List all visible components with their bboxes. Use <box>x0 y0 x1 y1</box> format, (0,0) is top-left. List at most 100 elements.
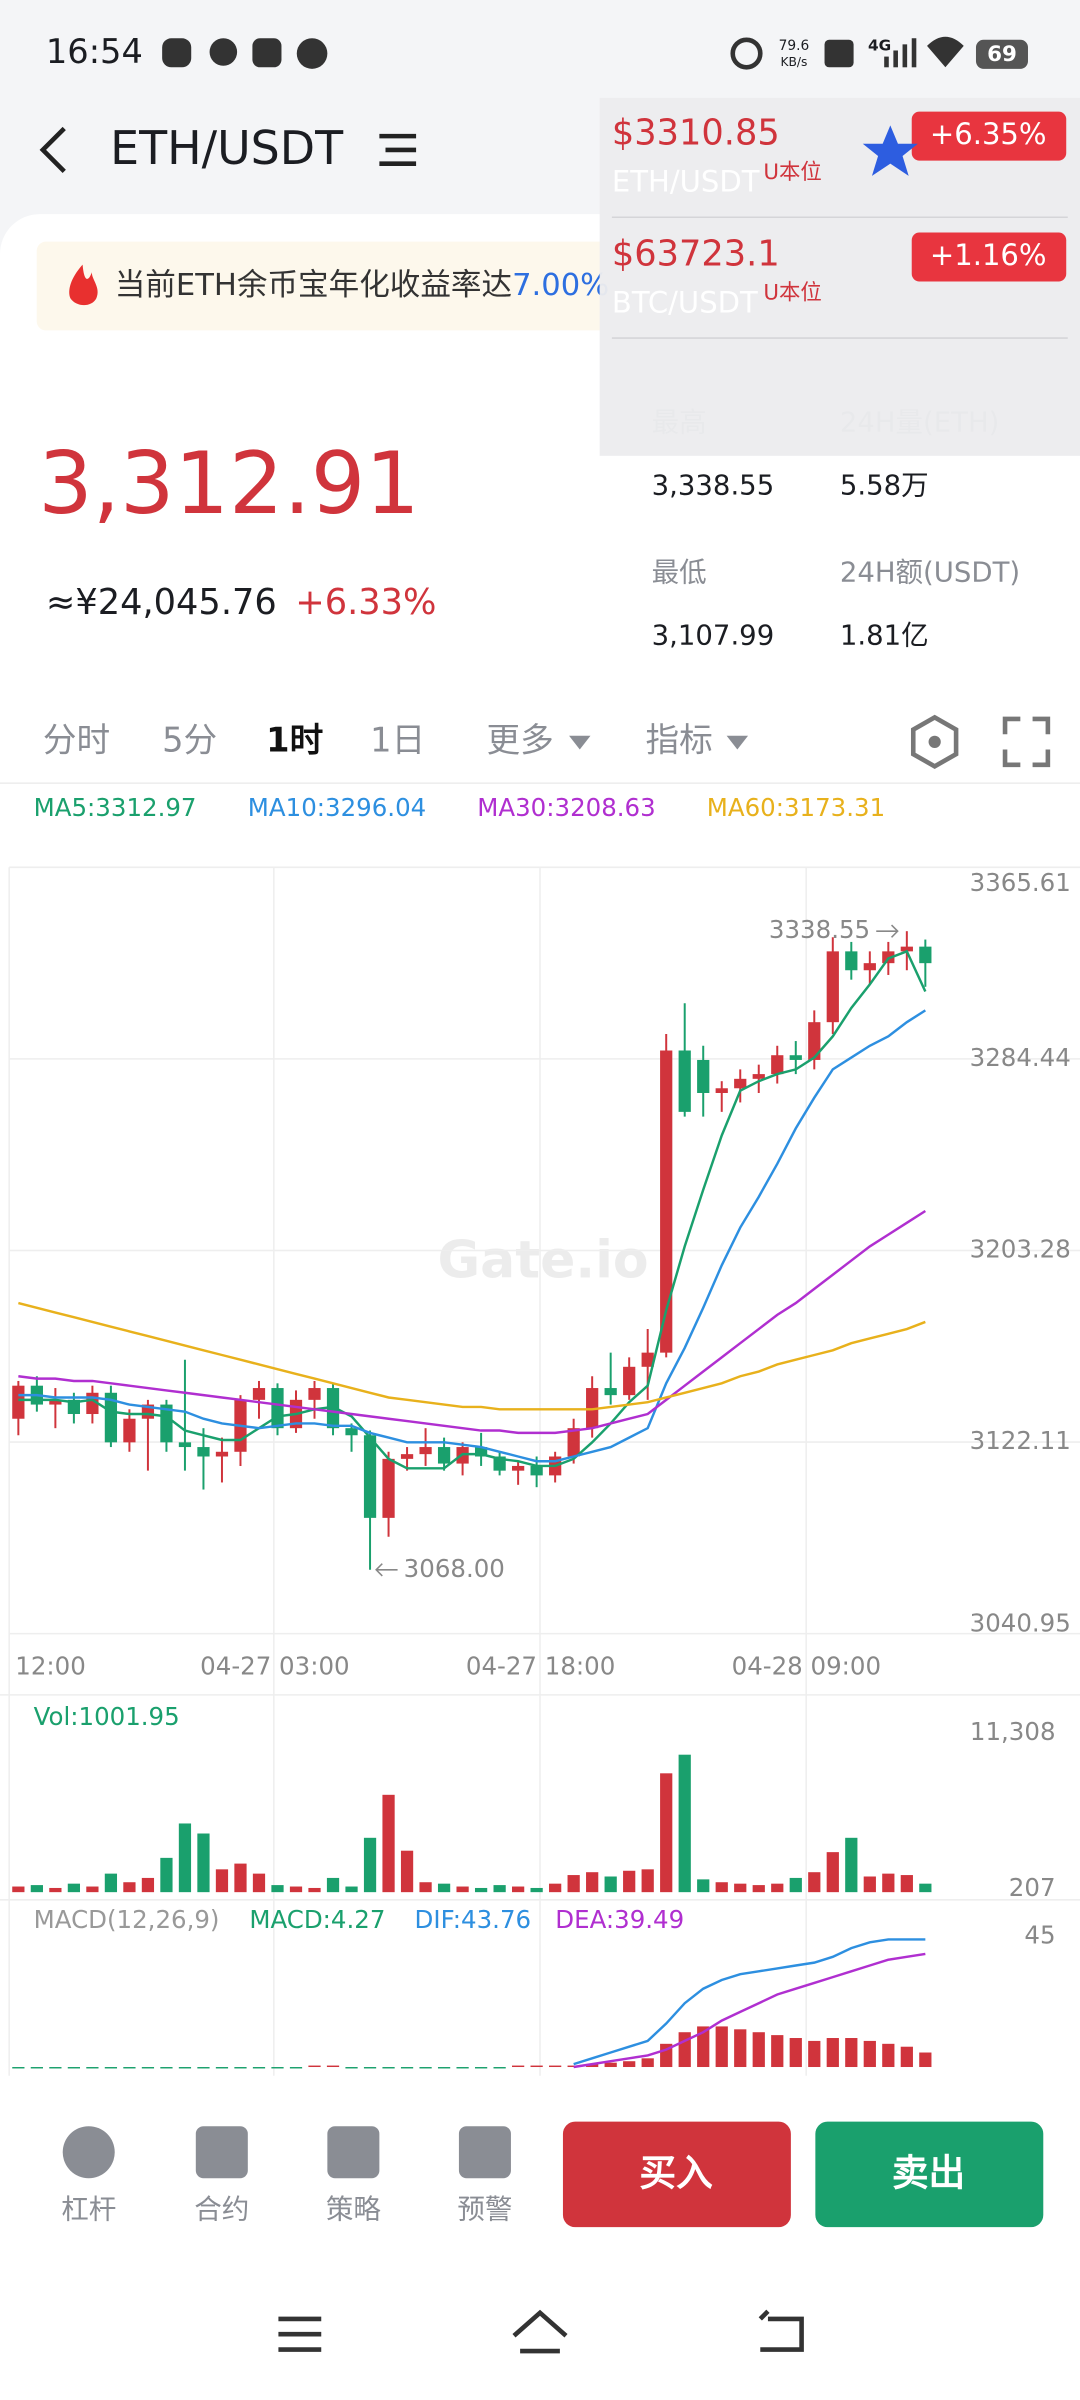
volume-bar <box>900 1875 913 1893</box>
tool-label[interactable]: 策略 <box>326 2193 382 2225</box>
status-icons <box>162 36 1028 70</box>
sell-label[interactable]: 卖出 <box>892 2152 965 2195</box>
tool-icon[interactable] <box>195 2126 248 2179</box>
change-badge <box>911 111 1067 161</box>
candle-body <box>641 1352 654 1367</box>
macd-bar <box>789 2038 802 2068</box>
volume-bar <box>178 1823 192 1893</box>
fullscreen-icon[interactable] <box>1002 716 1051 768</box>
pair-title[interactable]: ETH/USDT <box>110 121 344 175</box>
market-price[interactable]: $3310.85 <box>612 113 780 154</box>
notice-message: 当前ETH余币宝年化收益率达 <box>115 268 512 303</box>
ma-line <box>18 949 927 1470</box>
volume-bar <box>419 1882 432 1893</box>
volume-bar <box>604 1876 617 1893</box>
volume-bar <box>400 1850 414 1893</box>
candle-body <box>919 946 932 964</box>
notice-rate: 7.00% <box>512 268 609 303</box>
interval-tab[interactable]: 1时 <box>266 720 323 759</box>
macd-bar <box>271 2067 284 2069</box>
macd-bar <box>160 2067 173 2069</box>
volume-bar <box>289 1886 303 1893</box>
macd-bar <box>512 2065 525 2068</box>
macd-bar <box>900 2046 913 2068</box>
stat-value: 1.81亿 <box>840 619 929 651</box>
volume-bar <box>752 1885 765 1893</box>
tool-icon[interactable] <box>327 2126 380 2179</box>
tool-buttons: 杠杆 合约 策略 预警 <box>61 2126 512 2225</box>
market-change: +1.16% <box>930 238 1047 272</box>
ma-line <box>18 1301 926 1411</box>
buy-label[interactable]: 买入 <box>639 2152 713 2195</box>
home-button[interactable] <box>512 2309 568 2354</box>
candle-body <box>623 1366 636 1396</box>
recents-button[interactable] <box>278 2316 322 2352</box>
volume-bar <box>437 1883 451 1893</box>
volume-bar <box>586 1872 599 1893</box>
price-change: +6.33% <box>295 582 436 623</box>
high-annotation: 3338.55 <box>769 915 870 944</box>
volume-bar <box>67 1883 81 1893</box>
volume-tick-label: 11,308 <box>970 1717 1056 1746</box>
market-price[interactable]: $63723.1 <box>612 233 780 274</box>
macd-bar <box>49 2067 62 2069</box>
interval-tab[interactable]: 5分 <box>162 720 217 759</box>
signal-bar <box>902 44 908 68</box>
macd-bar <box>456 2067 469 2069</box>
candle-body <box>678 1050 691 1112</box>
macd-label: MACD(12,26,9) <box>34 1905 220 1934</box>
signal-bar <box>911 38 917 68</box>
ma-legend: MA10:3296.04 <box>248 793 426 822</box>
volume-bar <box>808 1872 821 1893</box>
macd-bar <box>419 2067 432 2069</box>
volume-bar <box>86 1886 99 1893</box>
tool-label[interactable]: 杠杆 <box>61 2193 116 2225</box>
volume-bar <box>567 1875 580 1893</box>
volume-bar <box>641 1869 654 1893</box>
candle-body <box>900 946 913 952</box>
ma-line <box>18 1009 927 1463</box>
volume-bar <box>919 1883 932 1893</box>
menu-icon[interactable] <box>379 133 417 166</box>
annotation-arrow <box>876 924 899 938</box>
interval-tabs: 分时 5分 1时 1日 更多 指标 <box>43 720 713 759</box>
sell-button[interactable] <box>815 2121 1044 2228</box>
volume-bar <box>845 1837 858 1893</box>
macd-bar <box>104 2067 118 2069</box>
market-pair: BTC/USDT <box>612 285 758 319</box>
back-button[interactable] <box>39 126 66 173</box>
volume-bar <box>326 1877 340 1893</box>
macd-bar <box>197 2067 210 2069</box>
hd-icon <box>824 39 854 68</box>
tool-icon[interactable] <box>62 2126 115 2179</box>
macd-bar <box>697 2026 710 2068</box>
volume-bar <box>549 1883 562 1893</box>
volume-label: Vol:1001.95 <box>34 1702 180 1731</box>
interval-tab[interactable]: 分时 <box>43 720 110 759</box>
candle-body <box>271 1388 284 1429</box>
tool-label[interactable]: 预警 <box>457 2193 512 2225</box>
macd-bar <box>826 2038 839 2068</box>
tool-label[interactable]: 合约 <box>194 2193 249 2225</box>
volume-bar <box>49 1887 62 1893</box>
volume-bar <box>660 1773 673 1893</box>
back-nav-button[interactable] <box>758 2309 804 2352</box>
favorite-star[interactable] <box>862 125 918 176</box>
last-price: 3,312.91 <box>38 434 419 534</box>
interval-tab[interactable]: 指标 <box>646 720 713 759</box>
battery-level: 69 <box>987 42 1017 67</box>
tool-icon[interactable] <box>458 2126 511 2179</box>
interval-tab[interactable]: 更多 <box>486 720 553 759</box>
x-tick-label: 12:00 <box>15 1651 86 1680</box>
interval-tab[interactable]: 1日 <box>370 720 425 759</box>
settings-icon[interactable] <box>910 714 959 769</box>
stat-value: 3,107.99 <box>652 619 775 651</box>
candle-body <box>697 1059 710 1093</box>
candle-body <box>419 1447 432 1455</box>
candle-body <box>826 951 839 1023</box>
dea-line <box>573 1952 926 2069</box>
notice-text: 当前ETH余币宝年化收益率达7.00% <box>115 268 610 303</box>
candle-body <box>567 1428 580 1457</box>
buy-button[interactable] <box>562 2121 791 2228</box>
